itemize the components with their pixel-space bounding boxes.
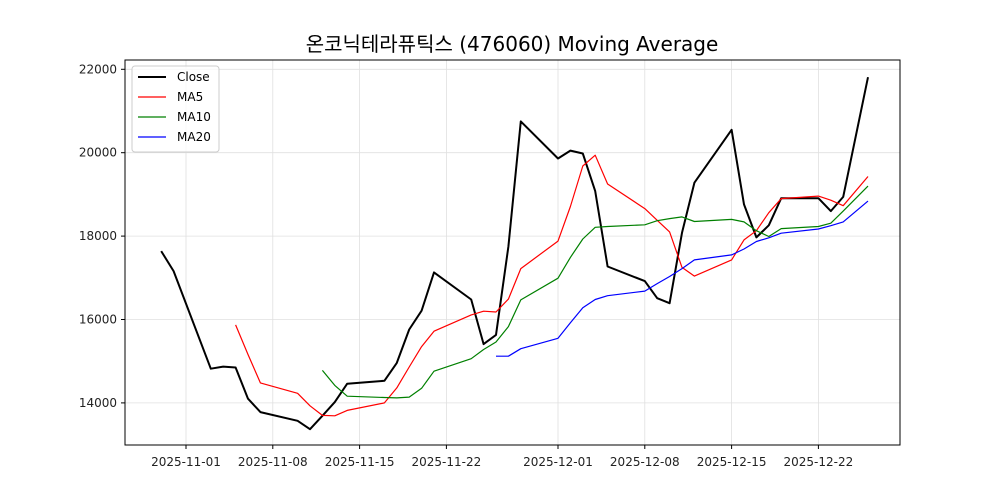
x-tick-label: 2025-12-08	[610, 455, 680, 469]
plot-frame	[124, 59, 901, 446]
legend-label-ma10: MA10	[177, 110, 211, 124]
legend: Close MA5 MA10 MA20	[131, 65, 220, 153]
legend-label-ma5: MA5	[177, 90, 203, 104]
x-tick-label: 2025-11-22	[412, 455, 482, 469]
y-tick-label: 20000	[79, 146, 117, 160]
chart-title: 온코닉테라퓨틱스 (476060) Moving Average	[306, 32, 719, 56]
ma5-line	[235, 154, 869, 417]
series-lines	[160, 76, 869, 431]
y-tick-label: 16000	[79, 313, 117, 327]
x-tick-label: 2025-11-15	[325, 455, 395, 469]
ma10-line	[321, 185, 869, 399]
x-tick-label: 2025-11-08	[238, 455, 308, 469]
grid-lines	[125, 60, 900, 445]
legend-item-close: Close	[138, 70, 210, 84]
x-tick-label: 2025-11-01	[151, 455, 221, 469]
x-tick-label: 2025-12-22	[784, 455, 854, 469]
legend-box	[131, 65, 220, 153]
y-tick-label: 22000	[79, 62, 117, 76]
y-tick-label: 14000	[79, 396, 117, 410]
x-axis: 2025-11-01 2025-11-08 2025-11-15 2025-11-22…	[151, 445, 853, 469]
legend-item-ma10: MA10	[138, 110, 211, 124]
close-line	[160, 76, 869, 431]
y-axis: 14000 16000 18000 20000 22000	[79, 62, 125, 410]
legend-label-close: Close	[177, 70, 210, 84]
legend-item-ma20: MA20	[138, 130, 211, 144]
legend-label-ma20: MA20	[177, 130, 211, 144]
ma20-line	[496, 200, 869, 357]
x-tick-label: 2025-12-15	[697, 455, 767, 469]
x-tick-label: 2025-12-01	[523, 455, 593, 469]
y-tick-label: 18000	[79, 229, 117, 243]
legend-item-ma5: MA5	[138, 90, 203, 104]
